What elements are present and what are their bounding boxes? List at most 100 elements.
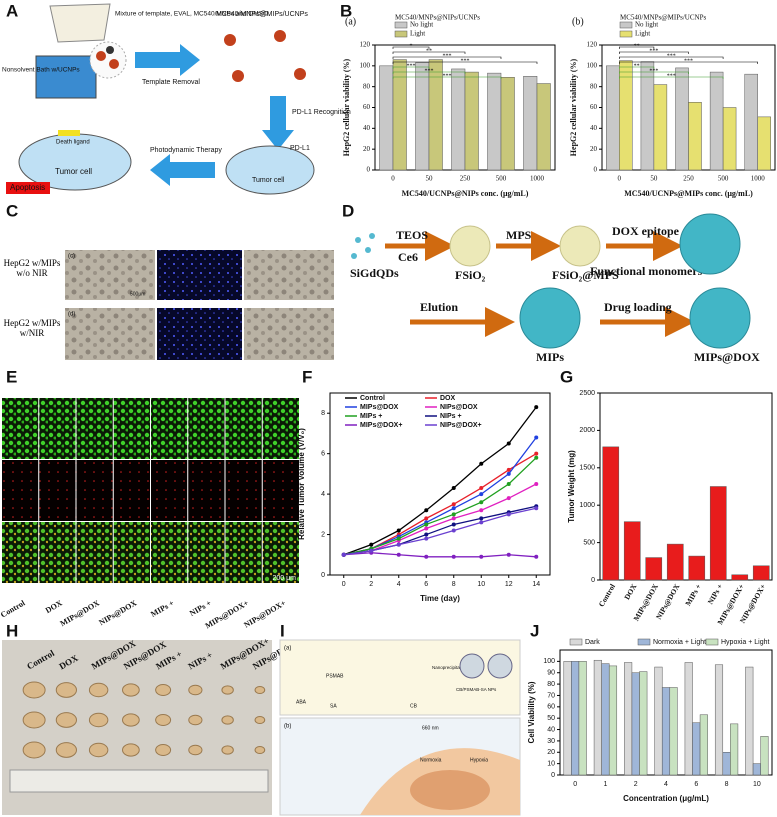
significance-bracket [392, 46, 430, 49]
x-tick-label: 6 [424, 581, 428, 588]
point [451, 528, 456, 533]
y-tick-label: 2500 [579, 390, 595, 397]
tumor [122, 683, 140, 697]
x-tick-label: 14 [532, 581, 540, 588]
particle [689, 287, 751, 349]
point [479, 492, 484, 497]
point [479, 500, 484, 505]
micrograph [188, 522, 225, 583]
point [534, 405, 539, 410]
y-tick-label: 70 [547, 692, 555, 699]
tumor [88, 682, 109, 698]
y-tick-label: 120 [587, 41, 598, 49]
x-tick-label: 0 [573, 781, 577, 788]
micrograph [151, 522, 188, 583]
bar [745, 666, 754, 776]
point [451, 516, 456, 521]
x-tick-label: Control [597, 582, 617, 608]
panel-label: D [342, 201, 354, 220]
bar [731, 574, 749, 581]
death-ligand [58, 130, 80, 136]
micrograph [113, 398, 150, 459]
label: (a) [284, 646, 291, 652]
label: Photodynamic Therapy [150, 147, 222, 154]
micrograph [65, 250, 155, 300]
panel-c: (c) (d) HepG2 w/MIPs w/o NIR HepG2 w/MIP… [3, 250, 334, 360]
legend-label: MIPs@DOX [360, 404, 399, 411]
legend-swatch [637, 638, 651, 646]
label: FSiO₂ [455, 268, 486, 282]
bar [640, 61, 655, 171]
bar [669, 687, 678, 776]
point [479, 516, 484, 521]
mixture-vial [49, 3, 111, 43]
point [506, 552, 511, 557]
legend-label: No light [410, 21, 433, 29]
significance-label: *** [443, 53, 452, 59]
y-tick-label: 8 [321, 410, 325, 417]
point [396, 536, 401, 541]
x-tick-label: 1000 [751, 175, 766, 183]
bar [722, 107, 737, 171]
y-tick-label: 100 [543, 658, 555, 665]
x-tick-label: 12 [505, 581, 513, 588]
point [479, 486, 484, 491]
significance-bracket [392, 66, 430, 69]
point [506, 441, 511, 446]
point [424, 554, 429, 559]
tumor [188, 684, 203, 696]
x-tick-label: 500 [718, 175, 729, 183]
x-tick-label: 50 [426, 175, 434, 183]
legend-swatch [619, 21, 633, 29]
label: CB [410, 703, 418, 709]
y-axis-label: Cell Viability (%) [527, 681, 536, 743]
point [424, 516, 429, 521]
chart: 0 500 1000 1500 2000 2500 Tumor Weight (mg) Con… [567, 390, 773, 626]
bar [606, 65, 620, 171]
y-tick-label: 1500 [579, 465, 595, 472]
point [424, 508, 429, 513]
bar [487, 72, 502, 171]
point [534, 554, 539, 559]
label: 660 nm [422, 725, 439, 731]
point [424, 536, 429, 541]
plot-frame [329, 392, 551, 576]
bar [661, 687, 671, 776]
legend-label: Dark [585, 639, 600, 646]
label: SiGdQDs [350, 266, 399, 280]
x-tick-label: 50 [650, 175, 658, 183]
legend-label: Light [410, 30, 425, 38]
significance-label: ** [634, 43, 640, 49]
significance-label: ** [426, 48, 432, 54]
label: Apoptosis [10, 183, 45, 192]
y-tick-label: 0 [591, 577, 595, 584]
tumor [122, 743, 140, 757]
micrograph [225, 522, 262, 583]
y-tick-label: 60 [363, 103, 371, 111]
y-tick-label: 40 [590, 124, 598, 132]
micrograph [39, 522, 76, 583]
nanoparticle [487, 653, 513, 679]
bar [392, 59, 407, 171]
bar [624, 662, 633, 776]
column-label: MIPs + [149, 598, 176, 619]
x-tick-label: 0 [618, 175, 622, 183]
row-label: HepG2 w/MIPs w/o NIR [3, 258, 61, 278]
panel-label: H [6, 621, 18, 640]
panel-label: G [560, 367, 573, 386]
x-tick-label: 500 [496, 175, 507, 183]
label: MIPs@DOX [694, 350, 760, 364]
micrograph [2, 522, 39, 583]
label: Ce6 [398, 250, 418, 264]
significance-bracket [392, 76, 502, 79]
label: DOX epitope [612, 224, 680, 238]
point [479, 520, 484, 525]
bar [757, 116, 771, 171]
bar [699, 714, 708, 776]
point [451, 506, 456, 511]
micrograph [39, 460, 76, 521]
y-axis-label: Relative Tumor Volume (V/V₀) [297, 428, 306, 540]
bar [752, 763, 761, 776]
